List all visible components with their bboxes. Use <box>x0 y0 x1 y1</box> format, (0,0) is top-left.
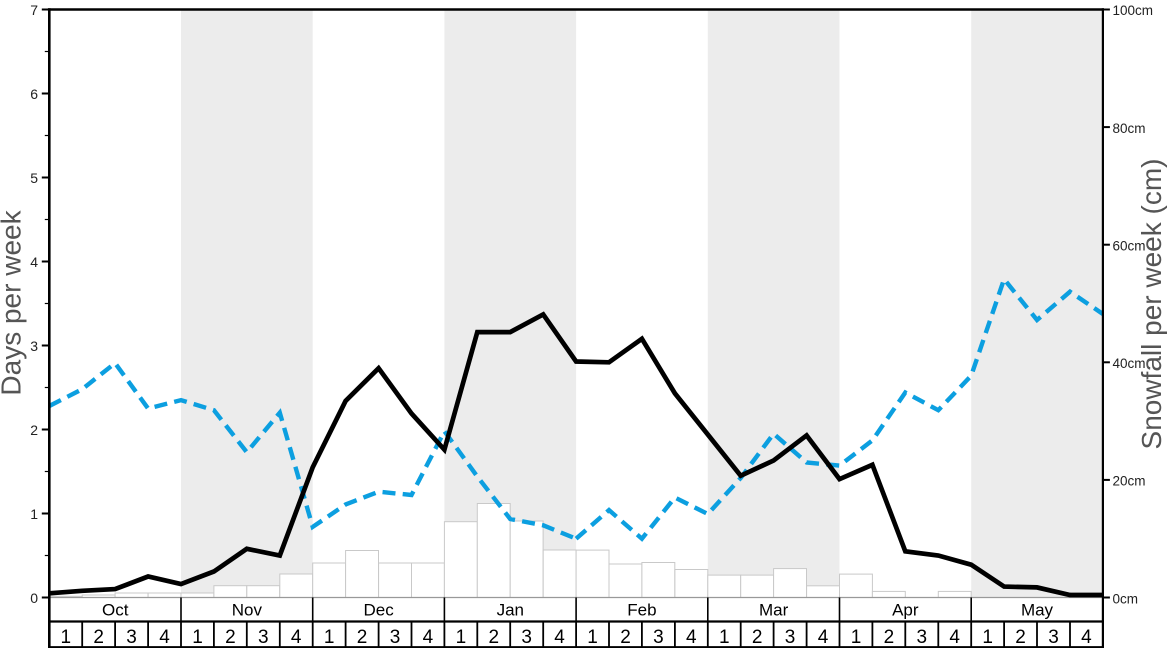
svg-text:May: May <box>1021 601 1054 620</box>
svg-text:2: 2 <box>357 627 368 648</box>
svg-text:4: 4 <box>949 627 960 648</box>
svg-text:6: 6 <box>30 86 38 102</box>
svg-text:4: 4 <box>291 627 302 648</box>
svg-text:80cm: 80cm <box>1113 121 1146 136</box>
svg-text:60cm: 60cm <box>1113 239 1146 254</box>
svg-text:2: 2 <box>30 422 38 438</box>
svg-text:Feb: Feb <box>627 601 656 620</box>
svg-text:1: 1 <box>30 506 38 522</box>
svg-text:1: 1 <box>456 627 467 648</box>
svg-text:1: 1 <box>192 627 203 648</box>
svg-text:2: 2 <box>93 627 104 648</box>
svg-text:3: 3 <box>521 627 532 648</box>
svg-text:3: 3 <box>785 627 796 648</box>
svg-text:3: 3 <box>258 627 269 648</box>
svg-text:Apr: Apr <box>892 601 919 620</box>
svg-text:1: 1 <box>324 627 335 648</box>
svg-text:5: 5 <box>30 170 38 186</box>
svg-text:2: 2 <box>884 627 895 648</box>
svg-text:4: 4 <box>818 627 829 648</box>
svg-text:2: 2 <box>1015 627 1026 648</box>
svg-text:3: 3 <box>390 627 401 648</box>
svg-text:100cm: 100cm <box>1113 3 1154 18</box>
svg-text:Snowfall per week (cm): Snowfall per week (cm) <box>1136 159 1167 450</box>
svg-text:40cm: 40cm <box>1113 356 1146 371</box>
svg-text:2: 2 <box>225 627 236 648</box>
svg-text:3: 3 <box>917 627 928 648</box>
svg-text:4: 4 <box>423 627 434 648</box>
svg-text:4: 4 <box>30 254 38 270</box>
svg-text:Nov: Nov <box>232 601 263 620</box>
svg-text:Jan: Jan <box>497 601 524 620</box>
svg-text:4: 4 <box>1081 627 1092 648</box>
svg-text:0: 0 <box>30 590 38 606</box>
svg-text:Dec: Dec <box>363 601 394 620</box>
svg-text:7: 7 <box>30 2 38 18</box>
svg-text:0cm: 0cm <box>1113 591 1139 606</box>
svg-text:1: 1 <box>719 627 730 648</box>
svg-text:Oct: Oct <box>102 601 129 620</box>
svg-text:1: 1 <box>851 627 862 648</box>
svg-text:1: 1 <box>587 627 598 648</box>
svg-text:2: 2 <box>752 627 763 648</box>
svg-text:4: 4 <box>159 627 170 648</box>
svg-text:3: 3 <box>1048 627 1059 648</box>
svg-text:2: 2 <box>489 627 500 648</box>
svg-text:1: 1 <box>982 627 993 648</box>
svg-text:4: 4 <box>554 627 565 648</box>
svg-text:20cm: 20cm <box>1113 474 1146 489</box>
svg-text:Mar: Mar <box>759 601 789 620</box>
svg-text:2: 2 <box>620 627 631 648</box>
svg-text:4: 4 <box>686 627 697 648</box>
svg-text:3: 3 <box>653 627 664 648</box>
svg-text:Days per week: Days per week <box>0 209 27 395</box>
svg-text:3: 3 <box>30 338 38 354</box>
svg-text:3: 3 <box>126 627 137 648</box>
svg-text:1: 1 <box>61 627 72 648</box>
